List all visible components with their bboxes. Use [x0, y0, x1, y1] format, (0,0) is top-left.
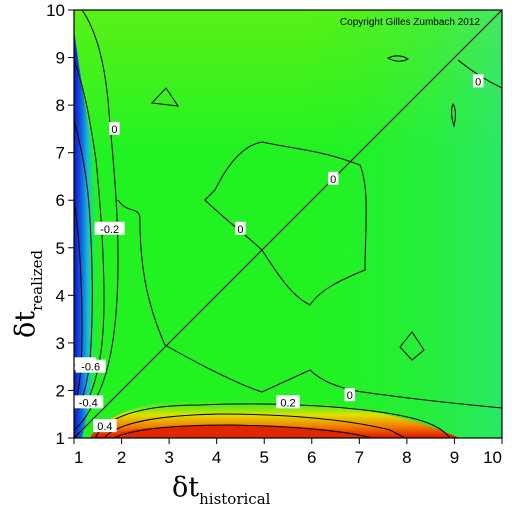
plot-frame [73, 9, 503, 439]
contour-label-text: 0 [347, 390, 353, 402]
x-tick-label: 8 [402, 448, 411, 467]
contour-label: 0 [344, 388, 356, 402]
y-axis-label-sub: realized [28, 250, 46, 311]
contour-label-text: -0.2 [100, 224, 119, 236]
y-tick-label: 8 [56, 96, 65, 115]
contour-label-background [93, 419, 117, 433]
contour-line-minus-0-2 [74, 59, 105, 396]
x-tick-label: 6 [307, 448, 316, 467]
contour-label-background [472, 74, 484, 88]
contour-label: 0.2 [276, 395, 300, 409]
contour-line-0-4 [103, 413, 406, 438]
contour-label-text: 0 [237, 224, 243, 236]
contour-label-text: -0.4 [79, 397, 98, 409]
x-tick-label: 3 [164, 448, 173, 467]
contour-label-background [94, 221, 125, 235]
y-tick-label: 1 [56, 429, 65, 448]
y-tick-label: 9 [56, 49, 65, 68]
contour-label-background [75, 359, 106, 373]
contour-label: -0.6 [75, 359, 106, 374]
copyright-text: Copyright Gilles Zumbach 2012 [340, 17, 481, 28]
heatmap-right-shade [300, 10, 502, 438]
contour-label: 0 [472, 74, 484, 88]
y-axis: 1 2 3 4 5 6 7 8 9 10 [46, 1, 74, 448]
contour-label-background [344, 388, 356, 402]
contour-line-small-loop-4 [451, 103, 456, 128]
contour-line-minus-0-6 [74, 199, 83, 401]
y-tick-label: 6 [56, 191, 65, 210]
contour-line-zero-bottom [117, 199, 502, 409]
diagonal-line [74, 10, 502, 438]
contour-label: 0.4 [93, 419, 117, 433]
contour-label: 0 [327, 171, 339, 186]
y-tick-label: 7 [56, 144, 65, 163]
contour-line-0-2 [94, 403, 451, 438]
contour-label-text: 0.4 [97, 421, 112, 433]
x-axis: 1 2 3 4 5 6 7 8 9 10 [73, 438, 503, 467]
x-tick-label: 1 [74, 448, 83, 467]
y-axis-label-var: δt [10, 311, 41, 338]
contour-label-text: -0.6 [81, 362, 100, 374]
y-tick-label: 5 [56, 239, 65, 258]
x-axis-label-sub: historical [199, 490, 271, 508]
contour-label-text: 0.2 [280, 397, 295, 409]
contour-label-background [235, 221, 246, 235]
contour-line-small-loop-2 [399, 331, 425, 361]
y-tick-label: 10 [46, 1, 65, 20]
x-axis-label-var: δt [172, 472, 199, 503]
contour-label: 0 [109, 121, 120, 136]
contour-label-background [276, 395, 300, 409]
contour-label-background [109, 121, 120, 135]
x-tick-label: 7 [355, 448, 364, 467]
x-tick-label: 10 [483, 448, 502, 467]
x-tick-label: 2 [117, 448, 126, 467]
x-tick-label: 9 [450, 448, 459, 467]
contour-line-0-6 [113, 424, 373, 438]
contour-line-small-loop-3 [386, 55, 409, 62]
x-tick-label: 5 [259, 448, 268, 467]
contour-label: 0 [235, 221, 246, 236]
contour-label-text: 0 [330, 174, 336, 186]
contour-label-background [74, 395, 104, 409]
heatmap-left-shade [74, 30, 99, 438]
y-tick-label: 2 [56, 381, 65, 400]
x-axis-label: δthistorical [172, 472, 271, 508]
x-tick-label: 4 [212, 448, 221, 467]
contour-line-minus-0-4 [74, 119, 93, 411]
contour-label-text: 0 [111, 124, 117, 136]
y-axis-label: δtrealized [10, 250, 46, 338]
contour-label: -0.4 [74, 395, 104, 409]
contour-label-background [327, 171, 339, 185]
y-tick-label: 4 [56, 286, 65, 305]
contour-label: -0.2 [94, 221, 125, 236]
contour-label-text: 0 [475, 76, 481, 88]
contour-line-small-loop-1 [150, 87, 180, 107]
y-tick-label: 3 [56, 334, 65, 353]
